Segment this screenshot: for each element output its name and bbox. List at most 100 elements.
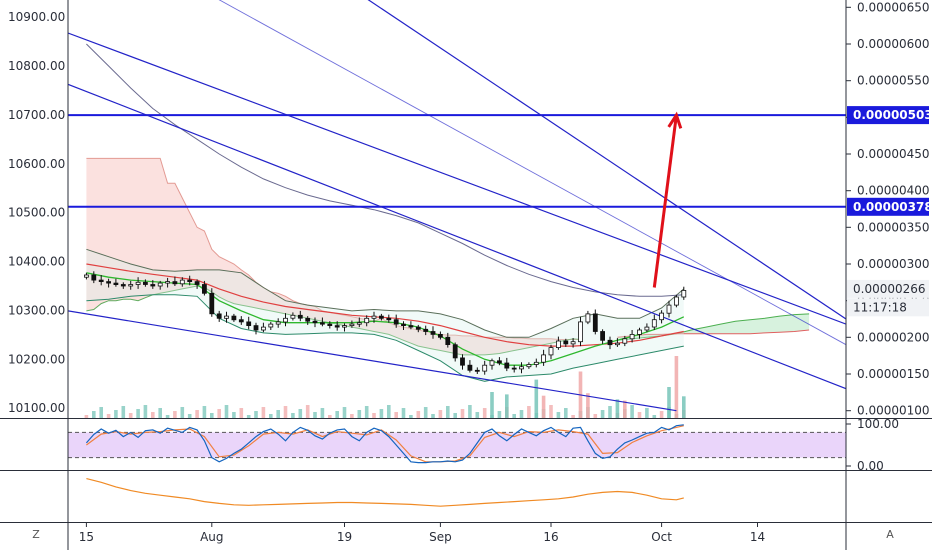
volume-bar xyxy=(416,411,421,418)
volume-bar xyxy=(84,415,89,418)
price-tag-bg xyxy=(847,106,929,125)
cloud-future-upper xyxy=(617,313,810,341)
stochastic-axis: 100.00 0.00 xyxy=(846,417,899,473)
volume-bar xyxy=(313,412,317,418)
ma-red xyxy=(86,263,684,347)
volume-bar xyxy=(527,406,531,418)
left-price-axis[interactable]: 10900.00 10800.00 10700.00 10600.00 10500.00… xyxy=(8,10,65,415)
candle-body xyxy=(356,322,362,325)
x-axis-tick-label: 15 xyxy=(79,530,94,544)
volume-bar xyxy=(637,412,642,418)
candle-body xyxy=(113,282,119,286)
stoch-k-line xyxy=(85,424,684,464)
candle-body xyxy=(142,281,148,285)
volume-bar xyxy=(423,407,428,418)
volume-bar xyxy=(224,405,229,418)
candle-body xyxy=(666,304,672,314)
target-arrow[interactable] xyxy=(652,111,683,288)
auto-scale-right-button[interactable]: A xyxy=(886,528,894,541)
candle-body xyxy=(275,321,281,325)
candle-body xyxy=(437,333,443,338)
horizontal-levels[interactable] xyxy=(68,114,846,208)
candle-body xyxy=(283,317,288,323)
candle-body xyxy=(460,357,465,366)
candle-body xyxy=(319,322,325,325)
volume-spike xyxy=(615,399,620,418)
candle-body xyxy=(378,315,384,319)
volume-bar xyxy=(246,415,251,418)
volume-bar xyxy=(468,405,472,418)
corner-button-right: A xyxy=(886,528,894,541)
left-axis-tick-label: 10200.00 xyxy=(8,352,65,366)
candle-body xyxy=(91,274,97,281)
left-axis-tick-label: 10900.00 xyxy=(8,10,65,24)
volume-bar xyxy=(158,408,162,418)
volume-bar xyxy=(298,409,303,418)
candle-body xyxy=(135,281,141,285)
candle-body xyxy=(364,317,370,324)
trend-lines[interactable] xyxy=(68,0,846,412)
volume-bar xyxy=(217,409,221,418)
right-axis-tick-label: 0.00000150 xyxy=(857,367,930,381)
trend-line xyxy=(367,0,846,320)
candle-body xyxy=(644,326,650,331)
volume-bar xyxy=(379,409,384,418)
volume-bar xyxy=(512,414,516,418)
stoch-axis-tick-label: 100.00 xyxy=(857,417,899,431)
cloud-future-fill xyxy=(617,313,810,341)
volume-bar xyxy=(92,411,96,418)
candle-body xyxy=(496,360,502,364)
volume-bar xyxy=(608,406,612,418)
stoch-band-fill xyxy=(68,432,846,458)
candle-body xyxy=(120,284,126,287)
candle-body xyxy=(607,339,613,346)
left-axis-tick-label: 10500.00 xyxy=(8,206,65,220)
volume-bar xyxy=(387,405,391,418)
auto-scale-left-button[interactable]: Z xyxy=(32,528,40,541)
candle-body xyxy=(504,362,510,369)
candle-body xyxy=(172,281,178,285)
candle-body xyxy=(637,329,642,335)
left-axis-tick-label: 10700.00 xyxy=(8,108,65,122)
candle-body xyxy=(408,325,414,328)
candle-body xyxy=(622,338,628,344)
x-axis-tick-label: Aug xyxy=(200,530,223,544)
volume-bars xyxy=(84,356,686,418)
candle-body xyxy=(578,321,583,343)
trend-line xyxy=(68,83,846,390)
volume-bar xyxy=(357,410,362,418)
volume-spike xyxy=(682,396,686,418)
candle-body xyxy=(157,282,163,287)
candle-body xyxy=(548,347,554,356)
left-axis-tick-label: 10600.00 xyxy=(8,157,65,171)
indicator-pane xyxy=(86,478,684,507)
time-axis[interactable]: 15 Aug 19 Sep 16 Oct 14 xyxy=(79,522,765,544)
candle-body xyxy=(238,319,244,323)
volume-bar xyxy=(232,412,236,418)
ma-gray xyxy=(86,43,684,297)
candle-body xyxy=(467,364,473,371)
right-axis-tick-label: 0.00000550 xyxy=(857,74,930,88)
candle-body xyxy=(430,331,436,335)
volume-bar xyxy=(630,405,634,418)
candle-body xyxy=(305,317,311,322)
volume-bar xyxy=(564,408,568,418)
volume-bar xyxy=(335,411,339,418)
volume-bar xyxy=(276,410,280,418)
candle-body xyxy=(224,315,229,319)
candle-body xyxy=(393,319,399,325)
price-tag-bg xyxy=(847,279,929,298)
candle-body xyxy=(681,289,687,298)
x-axis-tick-label: 14 xyxy=(750,530,765,544)
candle-body xyxy=(519,366,524,370)
candle-body xyxy=(489,360,495,366)
left-axis-tick-label: 10800.00 xyxy=(8,59,65,73)
indicator-lines xyxy=(86,43,685,382)
volume-spike xyxy=(586,393,590,418)
candle-body xyxy=(297,314,303,319)
trend-line xyxy=(68,32,846,325)
volume-bar xyxy=(659,411,664,418)
candle-body xyxy=(541,354,546,363)
cloud-lower-line xyxy=(86,285,581,356)
